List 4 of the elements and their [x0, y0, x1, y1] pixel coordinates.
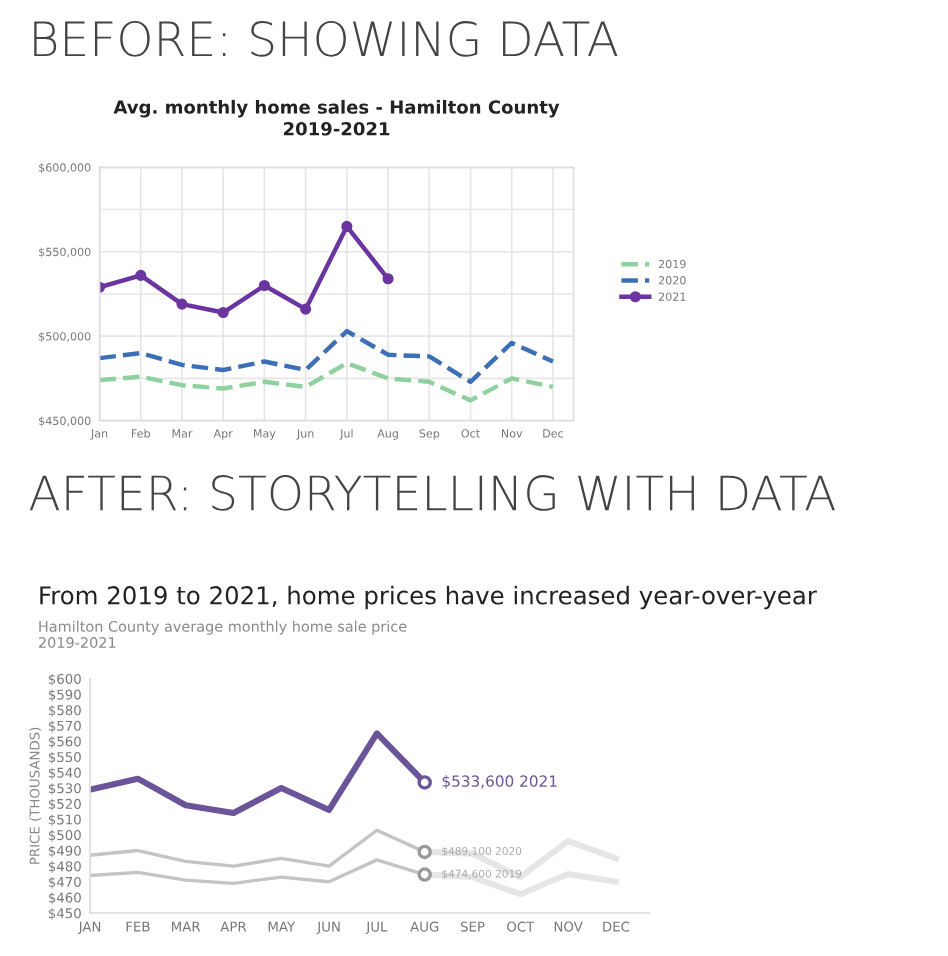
text: BEFORE: SHOWING DATA: [34, 21, 618, 57]
chart-title: Avg. monthly home sales - Hamilton County 2019-2021: [113, 99, 560, 136]
text: AFTER: STORYTELLING WITH DATA: [29, 475, 835, 511]
chart-title: From 2019 to 2021, home prices have increased year-over-year: [40, 585, 817, 610]
